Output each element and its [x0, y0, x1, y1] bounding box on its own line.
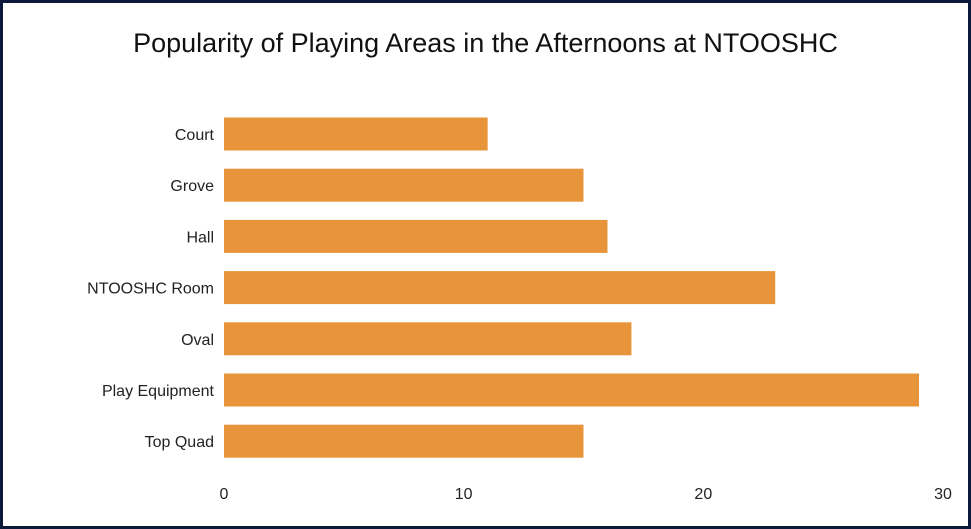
bar-top-quad: [224, 424, 584, 458]
category-label: Hall: [186, 229, 214, 246]
category-label: Oval: [181, 332, 214, 349]
x-tick-label: 10: [455, 486, 473, 503]
bar-hall: [224, 219, 608, 253]
bar-oval: [224, 322, 632, 356]
bar-ntooshc-room: [224, 271, 776, 305]
category-labels: Court Grove Hall NTOOSHC Room Oval Play Equip…: [87, 127, 214, 451]
category-label: Grove: [170, 178, 214, 195]
x-tick-label: 30: [934, 486, 952, 503]
bar-court: [224, 117, 488, 151]
category-label: Play Equipment: [102, 383, 215, 400]
bar-grove: [224, 168, 584, 202]
category-label: NTOOSHC Room: [87, 281, 214, 298]
x-axis-ticks: 0 10 20 30: [220, 486, 952, 503]
bars-layer: [224, 117, 920, 458]
bar-play-equipment: [224, 373, 920, 407]
x-tick-label: 20: [694, 486, 712, 503]
category-label: Top Quad: [145, 434, 214, 451]
chart-title: Popularity of Playing Areas in the After…: [133, 28, 838, 58]
category-label: Court: [175, 127, 215, 144]
x-tick-label: 0: [220, 486, 229, 503]
